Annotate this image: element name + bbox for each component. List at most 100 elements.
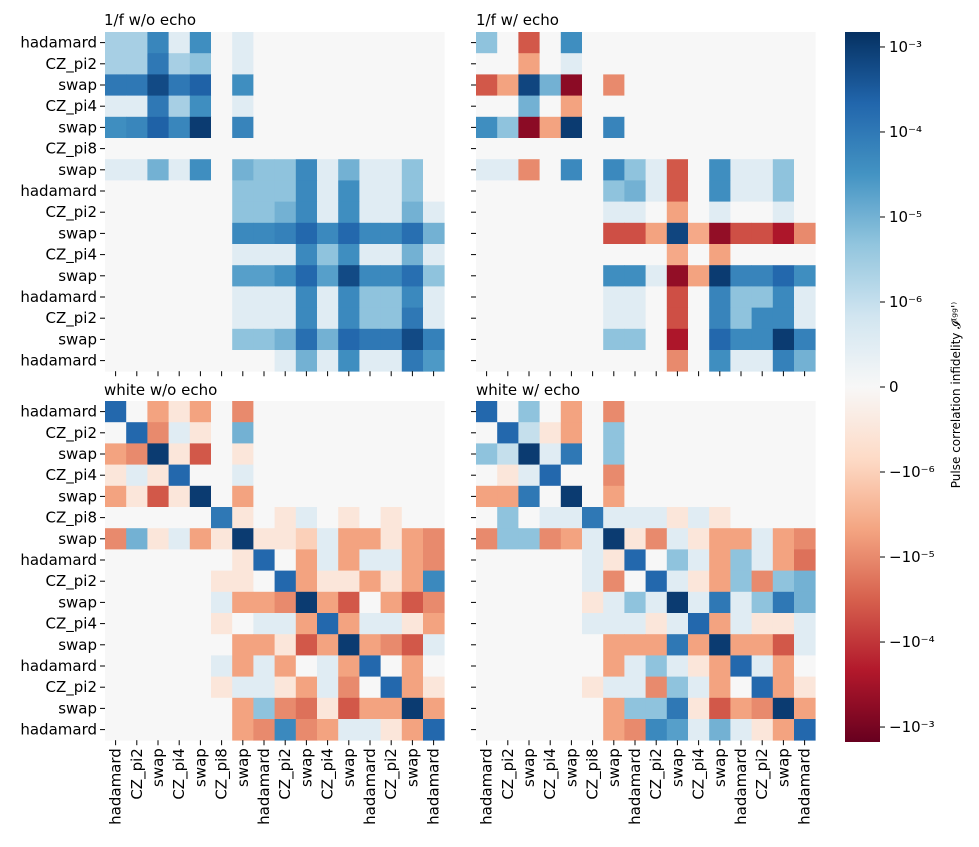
heatmap-cell — [603, 528, 625, 550]
heatmap-cell — [518, 32, 540, 54]
heatmap-cell — [582, 116, 604, 139]
heatmap-cell — [751, 549, 774, 571]
heatmap-cell — [317, 613, 339, 635]
heatmap-cell — [794, 507, 816, 529]
y-tick-label: CZ_pi2 — [46, 424, 97, 443]
heatmap-cell — [476, 328, 498, 351]
heatmap-cell — [560, 676, 583, 699]
heatmap-cell — [772, 350, 795, 372]
heatmap-cell — [539, 53, 562, 75]
y-tick-label: CZ_pi4 — [46, 615, 97, 634]
heatmap-cell — [423, 528, 445, 550]
heatmap-cell — [401, 464, 424, 487]
heatmap-cell — [730, 634, 752, 656]
heatmap-cell — [497, 74, 519, 96]
heatmap-cell — [751, 116, 774, 139]
heatmap-cell — [168, 180, 191, 202]
heatmap-cell — [423, 307, 445, 330]
heatmap-cell — [338, 116, 360, 139]
heatmap-cell — [359, 549, 381, 571]
heatmap-cell — [518, 222, 540, 245]
y-tick-label: hadamard — [20, 551, 97, 569]
heatmap-cell — [688, 95, 710, 118]
heatmap-cell — [476, 32, 498, 54]
x-tick-label: CZ_pi2 — [128, 748, 147, 799]
heatmap-cell — [168, 74, 191, 96]
heatmap-cell — [560, 32, 583, 54]
heatmap-cell — [539, 74, 562, 96]
heatmap-cell — [688, 286, 710, 308]
heatmap-cell — [423, 464, 445, 487]
heatmap-cell — [295, 307, 318, 330]
heatmap-cell — [147, 655, 169, 677]
heatmap-cell — [105, 591, 127, 614]
heatmap-cell — [253, 719, 275, 741]
heatmap-cell — [423, 138, 445, 160]
heatmap-cell — [232, 95, 254, 118]
heatmap-cell — [211, 74, 233, 96]
heatmap-cell — [359, 201, 381, 224]
heatmap-cell — [666, 265, 689, 287]
heatmap-cell — [709, 613, 731, 635]
heatmap-cell — [709, 265, 731, 287]
heatmap-cell — [232, 655, 254, 677]
heatmap-cell — [666, 32, 689, 54]
heatmap-cell — [380, 328, 403, 351]
heatmap-cell — [232, 676, 254, 699]
heatmap-cell — [232, 307, 254, 330]
heatmap-cell — [126, 286, 148, 308]
heatmap-cell — [317, 422, 339, 444]
heatmap-cell — [274, 697, 297, 720]
heatmap-cell — [105, 528, 127, 550]
heatmap-cell — [772, 116, 795, 139]
heatmap-cell — [211, 159, 233, 181]
heatmap-cell — [105, 95, 127, 118]
heatmap-cell — [688, 53, 710, 75]
heatmap-cell — [105, 74, 127, 96]
heatmap-cell — [688, 328, 710, 351]
heatmap-cell — [539, 328, 562, 351]
heatmap-cell — [189, 74, 212, 96]
heatmap-cell — [211, 655, 233, 677]
heatmap-cell — [666, 591, 689, 614]
heatmap-cell — [688, 570, 710, 593]
heatmap-cell — [603, 507, 625, 529]
heatmap-cell — [582, 265, 604, 287]
heatmap-white-without-echo: hadamardCZ_pi2swapCZ_pi4swapCZ_pi8swapha… — [20, 401, 445, 825]
heatmap-cell — [518, 422, 540, 444]
heatmap-cell — [168, 422, 191, 444]
heatmap-cell — [211, 32, 233, 54]
x-tick-label: CZ_pi2 — [647, 748, 666, 799]
heatmap-cell — [253, 138, 275, 160]
heatmap-cell — [518, 443, 540, 465]
heatmap-cell — [730, 591, 752, 614]
heatmap-cell — [232, 464, 254, 487]
heatmap-cell — [709, 32, 731, 54]
x-tick-label: hadamard — [626, 748, 644, 825]
heatmap-cell — [359, 95, 381, 118]
heatmap-cell — [582, 697, 604, 720]
heatmap-cell — [126, 443, 148, 465]
heatmap-cell — [401, 591, 424, 614]
y-tick-label: swap — [58, 330, 97, 348]
heatmap-cell — [518, 201, 540, 224]
heatmap-cell — [189, 222, 212, 245]
heatmap-cell — [751, 485, 774, 508]
x-tick-label: CZ_pi4 — [319, 748, 338, 799]
heatmap-cell — [423, 53, 445, 75]
heatmap-cell — [666, 328, 689, 351]
heatmap-cell — [539, 697, 562, 720]
heatmap-cell — [582, 613, 604, 635]
heatmap-cell — [359, 53, 381, 75]
heatmap-cell — [666, 180, 689, 202]
heatmap-cell — [401, 201, 424, 224]
heatmap-cell — [497, 328, 519, 351]
heatmap-cell — [380, 159, 403, 181]
heatmap-cell — [253, 32, 275, 54]
heatmap-cell — [603, 676, 625, 699]
x-tick-label: CZ_pi4 — [170, 748, 189, 799]
heatmap-cell — [274, 180, 297, 202]
heatmap-cell — [211, 570, 233, 593]
heatmap-cell — [518, 138, 540, 160]
heatmap-cell — [211, 464, 233, 487]
